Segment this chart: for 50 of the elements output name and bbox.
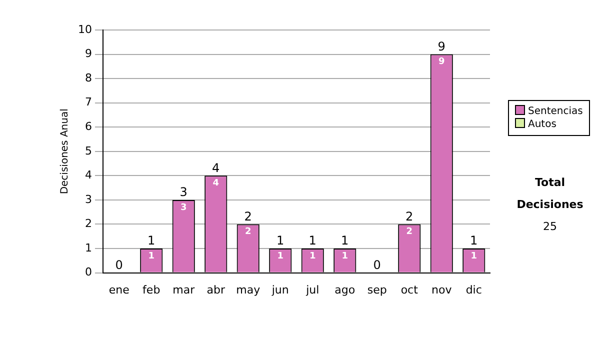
data-label: 2 xyxy=(406,227,413,238)
total-label: 2 xyxy=(406,209,414,224)
data-label: 1 xyxy=(148,251,155,262)
x-tick-label: may xyxy=(236,283,261,296)
y-tick-label: 2 xyxy=(84,217,92,230)
y-tick-label: 5 xyxy=(84,144,92,158)
legend-label: Autos xyxy=(527,118,558,131)
total-label: 1 xyxy=(276,234,284,248)
data-label: 9 xyxy=(438,57,445,68)
data-label: 3 xyxy=(180,202,187,213)
total-label: 9 xyxy=(438,39,446,54)
y-tick-label: 3 xyxy=(84,192,92,206)
x-tick-label: abr xyxy=(206,283,226,296)
y-tick-label: 1 xyxy=(84,241,92,254)
y-tick-label: 9 xyxy=(84,47,92,60)
y-tick-label: 8 xyxy=(84,71,92,84)
legend-label: Sentencias xyxy=(527,105,583,118)
y-tick-label: 0 xyxy=(84,266,92,279)
x-tick-label: ago xyxy=(334,283,356,296)
x-tick-label: oct xyxy=(400,283,419,296)
total-label: 1 xyxy=(308,234,316,248)
total-label: 3 xyxy=(180,185,188,200)
y-axis-title: Decisiones Anual xyxy=(60,108,71,194)
x-tick-label: nov xyxy=(432,283,452,296)
data-label: 1 xyxy=(342,251,348,262)
x-tick-label: jul xyxy=(305,283,320,296)
total-label: 0 xyxy=(373,258,381,272)
data-label: 1 xyxy=(277,251,284,262)
x-tick-label: mar xyxy=(172,283,196,296)
text: 25 xyxy=(542,219,558,235)
y-tick-label: 10 xyxy=(78,22,92,36)
y-tick-label: 4 xyxy=(84,168,92,182)
text: Total Decisiones xyxy=(516,175,584,213)
x-tick-label: feb xyxy=(142,283,160,296)
total-label: 1 xyxy=(470,234,478,248)
x-tick-label: jun xyxy=(270,283,289,296)
data-label: 1 xyxy=(470,251,478,262)
x-tick-label: ene xyxy=(108,283,130,296)
data-label: 4 xyxy=(212,178,220,189)
x-tick-label: dic xyxy=(466,283,482,296)
y-tick-label: 7 xyxy=(84,96,92,109)
total-label: 1 xyxy=(341,234,349,248)
total-label: 4 xyxy=(212,160,220,175)
y-tick-label: 6 xyxy=(84,120,92,133)
data-label: 2 xyxy=(244,227,252,238)
total-label: 1 xyxy=(148,234,156,248)
total-label: 2 xyxy=(244,209,252,224)
data-label: 1 xyxy=(309,251,316,262)
x-tick-label: sep xyxy=(367,283,387,296)
total-label: 0 xyxy=(115,258,123,272)
